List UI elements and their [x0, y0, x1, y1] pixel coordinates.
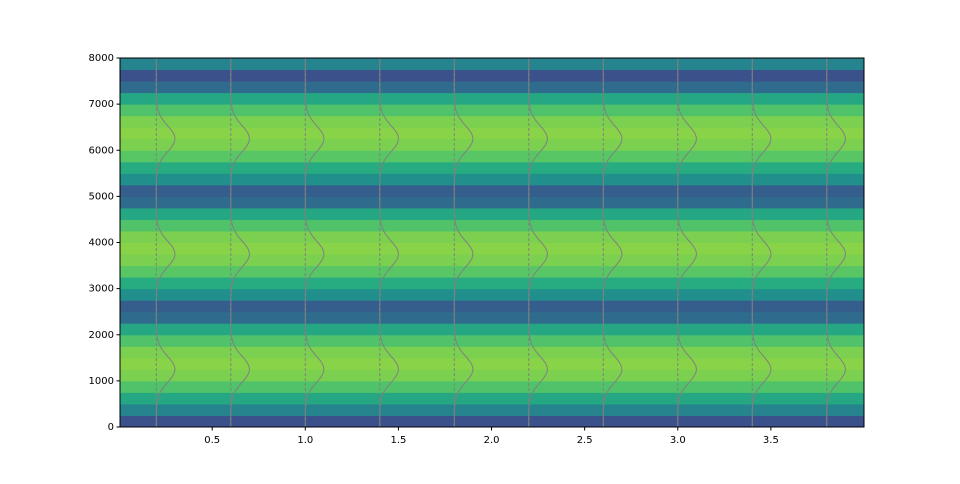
- x-tick-label: 3.5: [763, 435, 779, 446]
- x-tick-label: 1.5: [390, 435, 406, 446]
- window-curve: [155, 58, 176, 427]
- y-tick-label: 3000: [89, 284, 114, 295]
- spectrogram-band: [120, 138, 864, 151]
- y-tick-label: 8000: [89, 53, 114, 64]
- y-tick-label: 6000: [89, 145, 114, 156]
- x-tick-label: 0.5: [204, 435, 220, 446]
- spectrogram-band: [120, 380, 864, 393]
- plot-area: [120, 58, 864, 428]
- window-curve: [379, 58, 399, 427]
- y-tick-label: 5000: [89, 191, 114, 202]
- x-tick-label: 2.5: [577, 435, 593, 446]
- y-tick-label: 4000: [89, 238, 114, 249]
- window-curve: [677, 58, 697, 427]
- x-tick-label: 1.0: [297, 435, 313, 446]
- window-curve: [230, 58, 250, 427]
- window-curve: [304, 58, 325, 427]
- y-tick-label: 1000: [89, 376, 114, 387]
- x-tick-label: 3.0: [670, 435, 686, 446]
- y-tick-label: 0: [108, 422, 114, 433]
- spectrogram-band: [120, 230, 864, 243]
- window-curve: [453, 58, 474, 427]
- x-tick-label: 2.0: [484, 435, 500, 446]
- y-tick-label: 2000: [89, 330, 114, 341]
- window-curve: [751, 58, 772, 427]
- window-curve: [826, 58, 846, 427]
- y-tick-label: 7000: [89, 99, 114, 110]
- window-curve: [528, 58, 548, 427]
- window-curve: [602, 58, 623, 427]
